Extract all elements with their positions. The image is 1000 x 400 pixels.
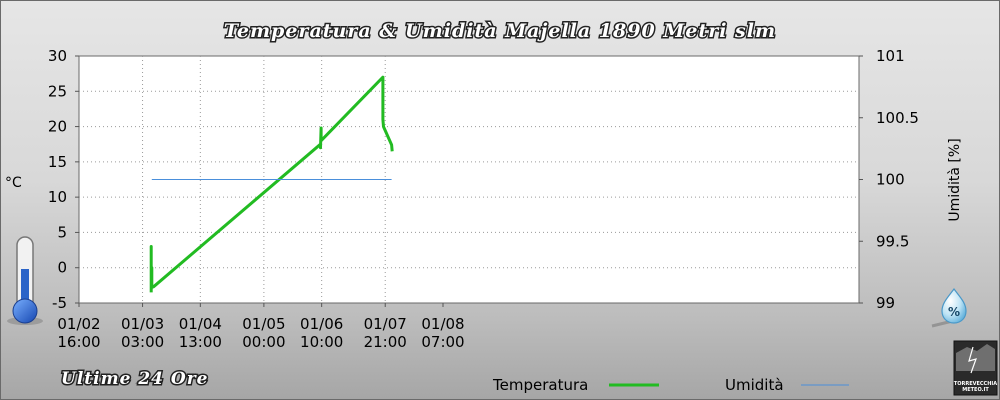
series-group — [149, 75, 394, 293]
x-tick-label-date: 01/06 — [300, 315, 343, 333]
x-tick-label-date: 01/07 — [364, 315, 407, 333]
y-axis-right: 101 100.5 100 99.5 99 — [859, 47, 919, 312]
y-axis-right-label: Umidità [%] — [947, 138, 963, 221]
y-left-tick-label: -5 — [52, 294, 67, 312]
chart-subtitle: Ultime 24 Ore — [61, 369, 208, 389]
x-tick-label-date: 01/04 — [179, 315, 222, 333]
x-tick-label-time: 13:00 — [179, 333, 222, 351]
y-axis-left: 30 25 20 15 10 5 0 -5 — [48, 47, 79, 312]
y-right-tick-label: 100.5 — [876, 109, 919, 127]
legend: Temperatura Umidità — [492, 376, 849, 394]
svg-text:%: % — [948, 305, 960, 319]
y-left-tick-label: 0 — [57, 259, 67, 277]
legend-label-umidita: Umidità — [725, 376, 784, 394]
y-left-tick-label: 25 — [48, 82, 67, 100]
svg-text:TORREVECCHIA: TORREVECCHIA — [954, 381, 997, 387]
x-tick-label-time: 03:00 — [121, 333, 164, 351]
y-right-tick-label: 99.5 — [876, 232, 909, 250]
logo: TORREVECCHIA METEO.IT — [953, 340, 998, 396]
y-left-tick-label: 15 — [48, 153, 67, 171]
x-tick-label-time: 16:00 — [57, 333, 100, 351]
x-tick-label-time: 07:00 — [421, 333, 464, 351]
legend-label-temperatura: Temperatura — [492, 376, 588, 394]
y-left-tick-label: 20 — [48, 118, 67, 136]
y-right-tick-label: 100 — [876, 171, 905, 189]
x-tick-label-time: 00:00 — [242, 333, 285, 351]
humidity-drop-icon: % — [931, 288, 967, 328]
x-tick-label-date: 01/03 — [121, 315, 164, 333]
y-axis-left-label: °C — [5, 175, 22, 191]
y-left-tick-label: 30 — [48, 47, 67, 65]
x-tick-label-date: 01/08 — [421, 315, 464, 333]
x-tick-label-date: 01/02 — [57, 315, 100, 333]
series-line-temperatura — [149, 75, 394, 293]
y-left-tick-label: 5 — [57, 223, 67, 241]
x-tick-label-time: 21:00 — [364, 333, 407, 351]
thermometer-icon — [7, 236, 43, 325]
y-right-tick-label: 99 — [876, 294, 895, 312]
y-right-tick-label: 101 — [876, 47, 905, 65]
svg-text:METEO.IT: METEO.IT — [962, 387, 989, 393]
y-left-tick-label: 10 — [48, 188, 67, 206]
x-tick-label-date: 01/05 — [242, 315, 285, 333]
chart-title: Temperatura & Umidità Majella 1890 Metri… — [224, 20, 776, 42]
x-tick-label-time: 10:00 — [300, 333, 343, 351]
